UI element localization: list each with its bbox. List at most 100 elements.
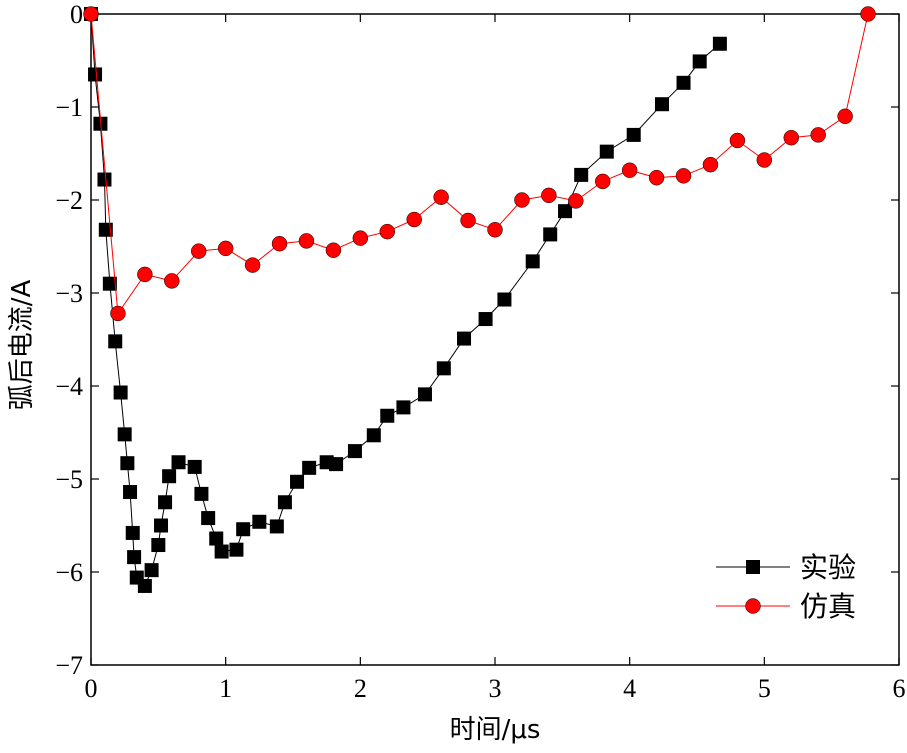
y-axis-title: 弧后电流/A <box>7 280 37 411</box>
data-point <box>487 222 503 238</box>
data-point <box>154 518 169 533</box>
legend-label-exp: 实验 <box>800 551 856 584</box>
data-point <box>110 305 126 322</box>
data-point <box>201 511 216 526</box>
data-point <box>269 519 284 534</box>
legend-label-sim: 仿真 <box>800 590 856 623</box>
data-point <box>97 172 112 187</box>
x-tick-label: 6 <box>893 674 906 703</box>
data-point <box>325 242 342 258</box>
x-tick-label: 2 <box>354 674 367 703</box>
data-point <box>594 173 611 190</box>
x-tick-label: 0 <box>85 674 98 703</box>
data-point <box>568 193 584 209</box>
data-point <box>525 254 540 269</box>
data-point <box>574 167 589 182</box>
data-point <box>125 525 140 540</box>
data-point <box>675 168 692 184</box>
data-point <box>457 331 472 346</box>
data-point <box>88 67 103 82</box>
data-point <box>98 222 113 237</box>
data-point <box>144 563 159 578</box>
x-tick-label: 4 <box>623 674 636 703</box>
y-tick-label: −6 <box>55 558 83 587</box>
data-point <box>433 189 449 205</box>
data-point <box>302 460 317 475</box>
data-point <box>151 538 166 553</box>
data-point <box>83 6 99 22</box>
y-tick-label: 0 <box>70 0 83 29</box>
data-point <box>158 495 173 510</box>
data-point <box>244 257 261 273</box>
data-point <box>236 522 251 537</box>
data-point <box>648 169 665 186</box>
data-point <box>298 233 315 249</box>
data-point <box>380 408 395 423</box>
y-tick-label: −3 <box>55 279 83 308</box>
data-point <box>229 542 244 557</box>
legend-marker-exp <box>746 560 760 574</box>
data-point <box>137 578 152 593</box>
data-point <box>379 223 396 240</box>
data-point <box>352 230 369 246</box>
data-point <box>190 243 207 259</box>
data-point <box>120 456 135 471</box>
data-point <box>543 227 558 242</box>
data-point <box>599 144 614 159</box>
data-point <box>271 235 288 252</box>
data-point <box>436 361 451 376</box>
data-point <box>837 108 853 125</box>
data-point <box>406 211 422 228</box>
y-tick-label: −1 <box>55 93 83 122</box>
data-point <box>417 387 432 402</box>
data-point <box>626 127 641 142</box>
data-point <box>347 444 362 459</box>
data-point <box>676 75 691 90</box>
axis-ticks <box>90 13 900 666</box>
data-point <box>214 544 229 559</box>
data-point <box>194 486 209 501</box>
data-point <box>702 156 719 173</box>
series-layer <box>83 6 876 593</box>
x-tick-label: 3 <box>489 674 502 703</box>
legend-marker-sim <box>745 598 761 614</box>
data-point <box>209 531 224 546</box>
x-tick-label: 1 <box>219 674 232 703</box>
data-point <box>396 400 411 415</box>
legend: 实验 仿真 <box>716 551 856 623</box>
data-point <box>712 36 727 51</box>
data-point <box>164 273 180 289</box>
data-point <box>171 455 186 470</box>
data-point <box>187 459 202 474</box>
data-point <box>756 152 773 168</box>
data-point <box>162 469 177 484</box>
data-point <box>860 6 876 22</box>
tick-labels: 0 1 2 3 4 5 6 0 −1 −2 −3 −4 −5 −6 −7 <box>55 0 905 703</box>
data-point <box>558 204 573 219</box>
data-point <box>783 129 800 146</box>
data-point <box>621 162 638 178</box>
data-point <box>290 474 305 489</box>
data-point <box>541 187 557 204</box>
y-tick-label: −5 <box>55 465 83 494</box>
data-point <box>810 127 826 143</box>
data-point <box>514 192 530 208</box>
data-point <box>460 212 476 229</box>
y-tick-label: −2 <box>55 186 83 215</box>
series-line <box>90 13 721 587</box>
data-point <box>329 457 344 472</box>
y-tick-label: −7 <box>55 651 83 680</box>
data-point <box>123 485 138 500</box>
data-point <box>252 514 267 529</box>
series-line <box>90 13 869 315</box>
data-point <box>277 495 292 510</box>
data-point <box>108 334 123 349</box>
series-simulation <box>83 6 876 322</box>
series-experiment <box>84 7 727 593</box>
data-point <box>729 132 746 149</box>
data-point <box>137 266 153 283</box>
data-point <box>117 427 132 442</box>
data-point <box>113 385 128 400</box>
data-point <box>497 292 512 307</box>
